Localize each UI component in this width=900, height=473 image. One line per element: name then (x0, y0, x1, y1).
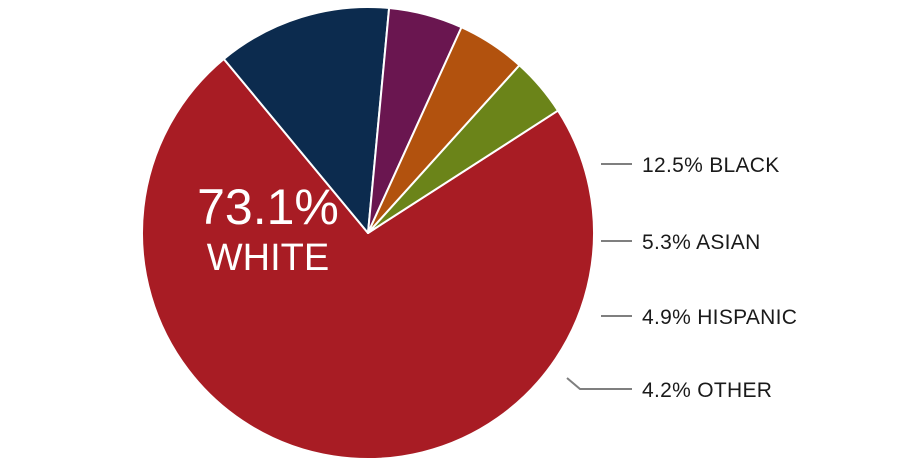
callout-label-asian: 5.3% ASIAN (642, 231, 761, 254)
callout-label-hispanic: 4.9% HISPANIC (642, 306, 797, 329)
pie-slice-white (141, 57, 595, 460)
callout-category-black: BLACK (709, 154, 779, 177)
callout-value-black: 12.5% (642, 154, 703, 177)
callout-value-other: 4.2% (642, 379, 691, 402)
callout-category-other: OTHER (697, 379, 772, 402)
callout-label-other: 4.2% OTHER (642, 379, 772, 402)
slice-category-label-white: WHITE (207, 237, 329, 279)
callout-label-black: 12.5% BLACK (642, 154, 780, 177)
slice-value-label-white: 73.1% (197, 179, 339, 235)
callout-category-hispanic: HISPANIC (697, 306, 797, 329)
callout-value-hispanic: 4.9% (642, 306, 691, 329)
leader-line-other (566, 377, 632, 390)
callout-value-asian: 5.3% (642, 231, 691, 254)
pie-slice-black (222, 6, 391, 234)
pie-slice-other (367, 64, 559, 234)
callout-category-asian: ASIAN (696, 231, 761, 254)
